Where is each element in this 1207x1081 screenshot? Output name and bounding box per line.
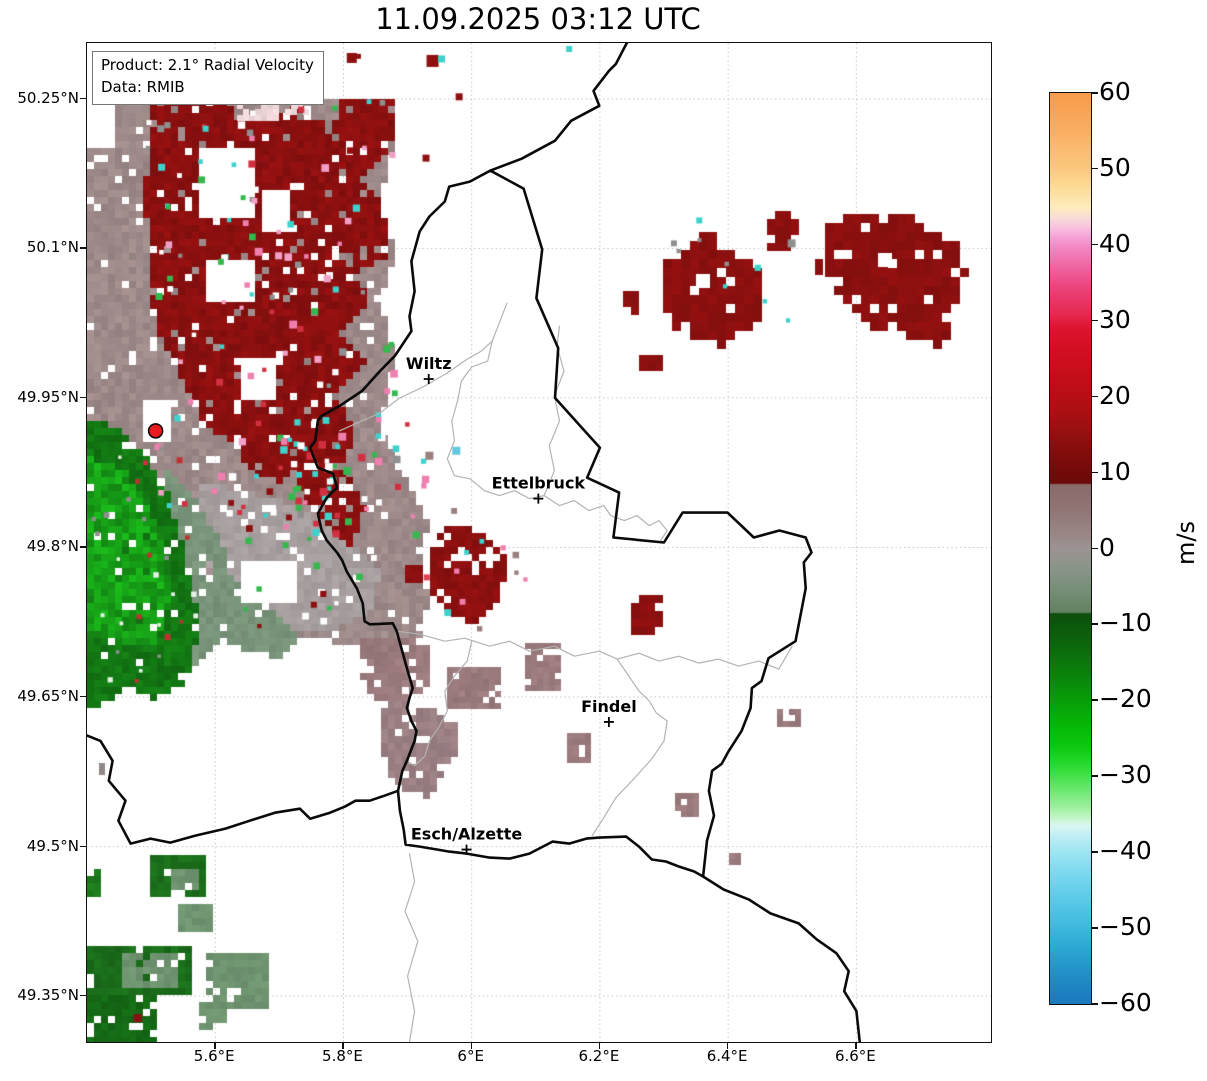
city-marker: Esch/Alzette [411, 825, 523, 855]
city-label: Ettelbruck [492, 474, 586, 493]
country-border-france-germany [701, 875, 862, 1042]
regional-border [446, 340, 668, 542]
colorbar-tick-mark [1091, 699, 1098, 701]
regional-border [406, 640, 473, 767]
colorbar-tick-mark [1091, 547, 1098, 549]
colorbar-tick-mark [1091, 167, 1098, 170]
colorbar-tick-label: 30 [1099, 304, 1131, 334]
colorbar-tick-mark [1091, 471, 1098, 474]
colorbar-tick-label: −50 [1099, 912, 1152, 942]
colorbar-tick-mark [1091, 92, 1098, 94]
colorbar-units-label: m/s [1172, 521, 1200, 565]
colorbar-tick-label: 60 [1099, 77, 1131, 106]
city-marker: Findel [581, 697, 637, 727]
y-tick-mark [80, 247, 86, 249]
regional-border [396, 630, 793, 670]
colorbar-tick-label: −60 [1099, 988, 1152, 1017]
y-tick-label: 50.25°N [17, 88, 79, 107]
y-tick-label: 49.35°N [17, 986, 79, 1005]
y-tick-mark [80, 97, 86, 100]
y-tick-mark [80, 995, 86, 997]
colorbar-tick-mark [1091, 623, 1098, 625]
colorbar-tick-mark [1091, 395, 1098, 398]
colorbar-tick-mark [1091, 243, 1098, 246]
x-tick-mark [470, 1043, 472, 1049]
country-border-belgium-france [87, 734, 400, 845]
regional-border [591, 658, 668, 837]
radar-field-canvas [87, 43, 991, 1042]
colorbar-tick-mark [1091, 319, 1098, 322]
colorbar-tick-label: −30 [1099, 760, 1152, 790]
colorbar-tick-label: 0 [1099, 532, 1115, 562]
colorbar-tick-mark [1091, 1003, 1098, 1005]
x-tick-label: 6.6°E [834, 1047, 876, 1065]
colorbar-tick-label: 20 [1099, 380, 1131, 410]
colorbar-tick-label: −40 [1099, 836, 1152, 866]
product-annotation-box: Product: 2.1° Radial Velocity Data: RMIB [92, 51, 324, 105]
x-tick-mark [727, 1043, 729, 1049]
data-source-line: Data: RMIB [101, 77, 185, 96]
city-plus-icon [533, 493, 544, 504]
regional-border [404, 853, 419, 1042]
colorbar-tick-mark [1091, 775, 1098, 777]
x-tick-label: 5.6°E [193, 1047, 235, 1065]
y-tick-label: 49.5°N [26, 836, 79, 855]
y-tick-label: 49.8°N [26, 537, 79, 556]
radar-site-marker [147, 423, 164, 439]
map-plot-area: Wiltz Ettelbruck Findel Esch/Alzette [86, 42, 992, 1043]
city-plus-icon [461, 844, 472, 855]
y-tick-label: 49.65°N [17, 687, 79, 706]
x-tick-mark [598, 1043, 601, 1049]
colorbar-tick-label: 50 [1099, 152, 1131, 182]
y-tick-label: 50.1°N [26, 238, 79, 257]
city-plus-icon [423, 373, 434, 384]
colorbar-tick-label: −20 [1099, 684, 1152, 714]
x-tick-mark [214, 1043, 216, 1049]
y-tick-mark [80, 396, 86, 399]
x-tick-label: 5.8°E [322, 1047, 363, 1065]
y-tick-mark [80, 546, 86, 548]
x-tick-label: 6.4°E [706, 1047, 748, 1065]
colorbar-tick-mark [1091, 851, 1098, 853]
city-label: Wiltz [406, 354, 452, 373]
product-line: Product: 2.1° Radial Velocity [101, 56, 314, 74]
city-marker: Wiltz [406, 354, 452, 384]
city-plus-icon [603, 716, 614, 727]
x-tick-label: 6.2°E [578, 1047, 620, 1065]
x-tick-mark [342, 1043, 344, 1049]
country-border-luxembourg [308, 169, 813, 878]
city-label: Esch/Alzette [411, 825, 523, 844]
regional-border [543, 325, 565, 497]
x-tick-label: 6°E [457, 1047, 484, 1065]
colorbar [1049, 92, 1092, 1005]
y-tick-mark [80, 696, 86, 698]
city-marker: Ettelbruck [492, 474, 586, 504]
country-border-belgium-germany [489, 43, 629, 172]
map-borders-layer: Wiltz Ettelbruck Findel Esch/Alzette [87, 43, 862, 1042]
colorbar-tick-label: 40 [1099, 228, 1131, 258]
regional-border [339, 302, 508, 432]
colorbar-tick-mark [1091, 927, 1098, 929]
x-tick-mark [855, 1043, 857, 1049]
city-label: Findel [581, 697, 637, 716]
y-tick-mark [80, 845, 86, 847]
figure-title: 11.09.2025 03:12 UTC [375, 2, 701, 36]
y-tick-label: 49.95°N [17, 387, 79, 406]
colorbar-tick-label: −10 [1099, 608, 1152, 638]
colorbar-tick-label: 10 [1099, 456, 1131, 486]
